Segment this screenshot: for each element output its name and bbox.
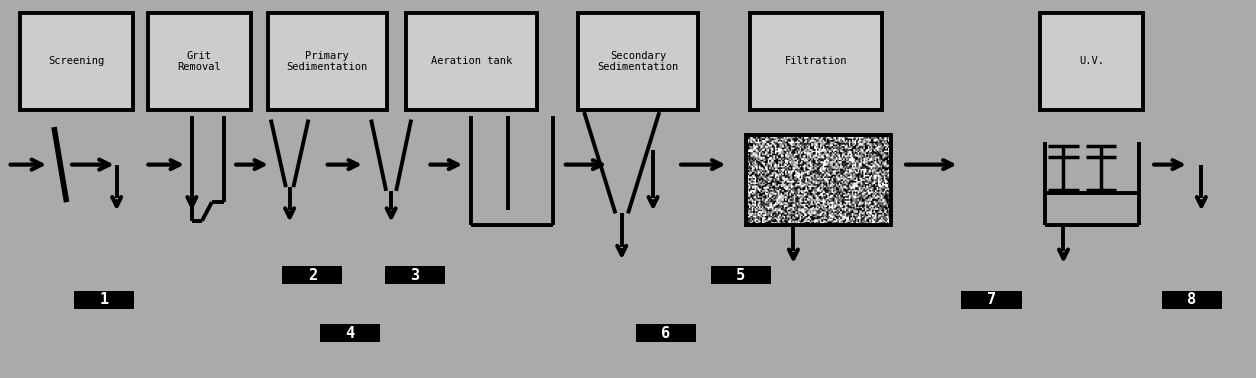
Bar xyxy=(268,12,387,110)
Bar xyxy=(746,135,891,225)
Text: 1: 1 xyxy=(99,292,109,307)
Bar xyxy=(20,12,133,110)
Text: Screening: Screening xyxy=(49,56,104,67)
Text: 3: 3 xyxy=(411,268,420,283)
Text: 7: 7 xyxy=(987,292,996,307)
Text: 5: 5 xyxy=(736,268,745,283)
Bar xyxy=(1040,12,1143,110)
Bar xyxy=(961,291,1021,309)
Text: Filtration: Filtration xyxy=(785,56,848,67)
Bar xyxy=(74,291,134,309)
Text: 6: 6 xyxy=(661,326,671,341)
Bar xyxy=(148,12,251,110)
Bar xyxy=(711,266,771,284)
Bar xyxy=(1162,291,1222,309)
Text: 4: 4 xyxy=(345,326,354,341)
Bar xyxy=(384,266,445,284)
Bar xyxy=(283,266,343,284)
Bar xyxy=(636,324,696,342)
Text: Secondary
Sedimentation: Secondary Sedimentation xyxy=(598,51,678,72)
Text: 8: 8 xyxy=(1187,292,1197,307)
Bar xyxy=(579,12,697,110)
Text: 2: 2 xyxy=(308,268,317,283)
Text: Grit
Removal: Grit Removal xyxy=(177,51,221,72)
Text: Primary
Sedimentation: Primary Sedimentation xyxy=(286,51,368,72)
Text: U.V.: U.V. xyxy=(1079,56,1104,67)
Text: Aeration tank: Aeration tank xyxy=(431,56,512,67)
Bar xyxy=(406,12,538,110)
Bar xyxy=(320,324,379,342)
Bar xyxy=(750,12,882,110)
